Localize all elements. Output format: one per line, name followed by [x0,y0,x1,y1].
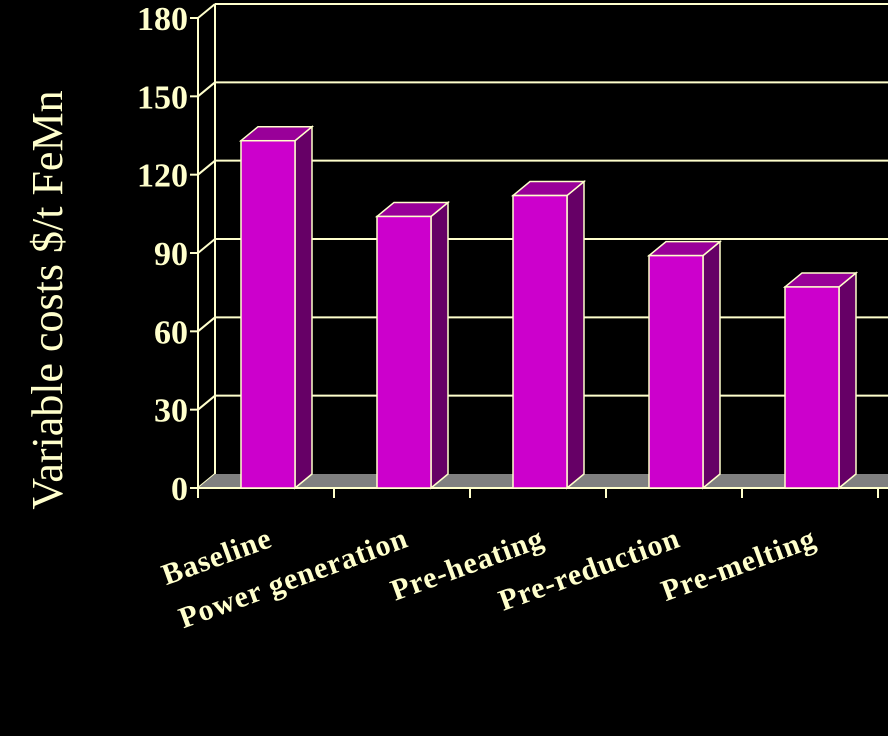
bar-power-generation [374,200,451,490]
bar-front [240,139,296,489]
bar-pre-heating [510,179,587,490]
y-tick-labels: 0 30 60 90 120 150 180 [137,1,188,508]
bar-side [838,271,857,490]
bar-baseline [238,125,315,490]
x-tick-label: Power generation [174,522,412,636]
gridline-connector [197,394,216,411]
bar-front [512,194,568,489]
y-axis-label: Variable costs $/t FeMn [23,90,72,509]
bar-front [784,286,840,489]
y-tick-label: 30 [154,393,188,430]
gridline-connector [197,3,216,19]
x-tick-label: Pre-melting [657,522,821,608]
bar-pre-melting [782,271,859,490]
bar-side [294,125,313,490]
y-tick-label: 150 [137,79,188,116]
bars [238,125,859,490]
bar-side [566,179,585,490]
y-tick-label: 0 [171,471,188,508]
gridline-connector [197,238,216,254]
gridline-connector [197,81,216,98]
bar-front [376,215,432,489]
gridline-connector [197,159,216,176]
y-tick-label: 120 [137,158,188,195]
y-tick-label: 60 [154,314,188,351]
y-tick-label: 180 [137,1,188,38]
bar-pre-reduction [646,240,723,490]
y-tick-label: 90 [154,236,188,273]
bar-side [430,200,449,490]
bar-front [648,254,704,489]
gridline-connector [197,316,216,333]
bar-side [702,240,721,490]
